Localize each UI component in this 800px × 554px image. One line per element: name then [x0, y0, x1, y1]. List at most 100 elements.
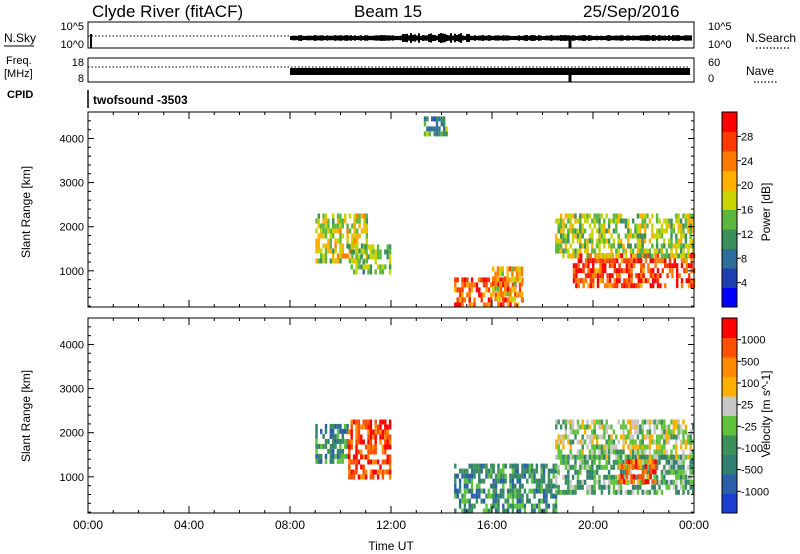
- nsky-sample: [294, 35, 296, 41]
- data-cell: [362, 424, 365, 430]
- data-cell: [388, 269, 392, 275]
- data-cell: [624, 218, 628, 224]
- data-cell: [379, 249, 382, 255]
- data-cell: [667, 429, 671, 435]
- data-cell: [653, 439, 656, 445]
- data-cell: [355, 439, 358, 445]
- data-cell: [622, 449, 625, 455]
- data-cell: [612, 489, 616, 495]
- data-cell: [639, 459, 643, 465]
- data-cell: [684, 253, 688, 259]
- data-cell: [593, 454, 596, 460]
- data-cell: [579, 484, 582, 490]
- nsky-sample: [442, 33, 444, 43]
- data-cell: [344, 428, 347, 434]
- data-cell: [367, 439, 370, 445]
- data-cell: [588, 474, 592, 480]
- data-cell: [456, 493, 459, 499]
- nsky-sample: [540, 35, 542, 41]
- data-cell: [649, 474, 652, 480]
- data-cell: [608, 283, 612, 289]
- data-cell: [667, 424, 671, 430]
- data-cell: [547, 488, 551, 494]
- data-cell: [386, 249, 389, 255]
- colorbar-segment: [722, 396, 737, 416]
- data-cell: [596, 258, 600, 264]
- data-cell: [315, 443, 318, 449]
- data-cell: [586, 489, 589, 495]
- data-cell: [622, 439, 625, 445]
- data-cell: [581, 454, 584, 460]
- date-title: 25/Sep/2016: [583, 2, 679, 21]
- data-cell: [564, 434, 568, 440]
- data-cell: [682, 233, 685, 239]
- data-cell: [344, 213, 347, 219]
- nsky-sample: [574, 35, 576, 41]
- data-cell: [362, 249, 365, 255]
- data-cell: [567, 238, 570, 244]
- nsky-sample: [340, 35, 342, 41]
- data-cell: [487, 508, 491, 514]
- data-cell: [640, 278, 643, 284]
- data-cell: [334, 228, 337, 234]
- data-cell: [564, 424, 568, 430]
- data-cell: [622, 424, 625, 430]
- y-tick-label: 4000: [60, 133, 84, 145]
- data-cell: [353, 218, 356, 224]
- data-cell: [334, 438, 337, 444]
- data-cell: [350, 444, 353, 450]
- data-cell: [655, 474, 659, 480]
- nsky-sample: [564, 35, 566, 41]
- data-cell: [627, 429, 630, 435]
- data-cell: [480, 292, 483, 298]
- data-cell: [508, 291, 512, 297]
- data-cell: [586, 419, 589, 425]
- data-cell: [644, 258, 648, 264]
- velocity-colorbar-label: Velocity [m s^-1]: [759, 371, 773, 458]
- data-cell: [625, 469, 628, 475]
- data-cell: [630, 263, 633, 269]
- data-cell: [682, 464, 685, 470]
- data-cell: [689, 228, 692, 234]
- data-cell: [601, 278, 604, 284]
- data-cell: [564, 459, 568, 465]
- data-cell: [487, 488, 491, 494]
- data-cell: [643, 248, 647, 254]
- nsky-sample: [396, 35, 398, 41]
- data-cell: [355, 269, 358, 275]
- data-cell: [615, 223, 618, 229]
- data-cell: [567, 469, 570, 475]
- data-cell: [346, 438, 349, 444]
- data-cell: [502, 503, 505, 509]
- data-cell: [542, 478, 546, 484]
- data-cell: [577, 258, 580, 264]
- data-cell: [569, 479, 572, 485]
- data-cell: [315, 448, 318, 454]
- data-cell: [492, 281, 495, 287]
- data-cell: [376, 264, 380, 270]
- colorbar-segment: [722, 474, 737, 494]
- colorbar-segment: [722, 287, 737, 308]
- data-cell: [374, 444, 377, 450]
- data-cell: [379, 254, 382, 260]
- data-cell: [514, 302, 517, 308]
- data-cell: [623, 278, 626, 284]
- data-cell: [357, 439, 361, 445]
- data-cell: [569, 424, 572, 430]
- nsky-sample: [480, 35, 482, 41]
- data-cell: [619, 243, 623, 249]
- nsky-sample: [690, 35, 692, 41]
- data-cell: [355, 454, 358, 460]
- data-cell: [607, 489, 611, 495]
- data-cell: [339, 238, 342, 244]
- data-cell: [324, 213, 328, 219]
- nsky-sample: [642, 35, 644, 41]
- data-cell: [579, 218, 582, 224]
- data-cell: [670, 218, 673, 224]
- data-cell: [623, 268, 626, 274]
- data-cell: [628, 268, 631, 274]
- data-cell: [607, 238, 611, 244]
- nsky-sample: [452, 35, 454, 41]
